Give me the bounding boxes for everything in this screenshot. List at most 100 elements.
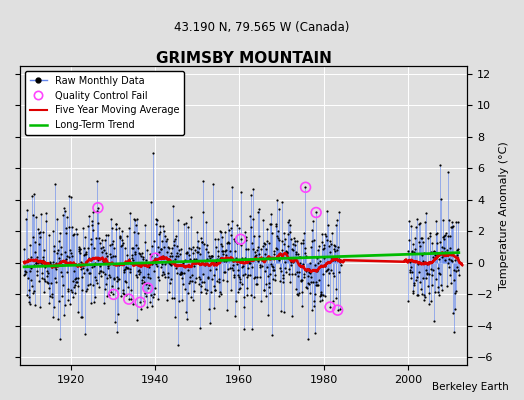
- Point: [303, 285, 311, 292]
- Point: [213, 278, 221, 284]
- Point: [222, 247, 231, 253]
- Point: [110, 244, 118, 251]
- Point: [265, 271, 274, 277]
- Point: [224, 266, 232, 272]
- Point: [185, 278, 194, 284]
- Point: [127, 260, 136, 266]
- Point: [139, 274, 147, 280]
- Point: [58, 273, 66, 280]
- Point: [66, 247, 74, 254]
- Point: [41, 261, 50, 268]
- Point: [294, 250, 302, 257]
- Point: [157, 260, 166, 267]
- Point: [191, 247, 199, 254]
- Point: [74, 282, 82, 289]
- Point: [274, 235, 282, 242]
- Point: [159, 244, 168, 250]
- Point: [30, 288, 38, 294]
- Point: [278, 275, 287, 282]
- Point: [284, 243, 292, 249]
- Point: [92, 178, 101, 184]
- Point: [187, 294, 195, 300]
- Point: [224, 239, 233, 245]
- Point: [143, 303, 151, 310]
- Point: [297, 240, 305, 246]
- Point: [85, 213, 93, 219]
- Point: [447, 258, 456, 264]
- Point: [83, 267, 92, 274]
- Point: [418, 275, 427, 282]
- Point: [244, 246, 252, 252]
- Point: [320, 245, 328, 251]
- Point: [259, 287, 268, 293]
- Point: [447, 224, 455, 230]
- Point: [235, 286, 244, 292]
- Point: [228, 264, 236, 271]
- Point: [303, 280, 312, 286]
- Point: [449, 310, 457, 316]
- Point: [96, 268, 104, 274]
- Point: [88, 222, 96, 228]
- Point: [440, 244, 448, 251]
- Point: [188, 272, 196, 278]
- Point: [163, 244, 172, 250]
- Point: [430, 249, 439, 256]
- Point: [73, 275, 82, 281]
- Text: 43.190 N, 79.565 W (Canada): 43.190 N, 79.565 W (Canada): [174, 22, 350, 34]
- Point: [93, 280, 102, 286]
- Point: [283, 248, 291, 255]
- Point: [269, 276, 278, 282]
- Point: [281, 265, 290, 271]
- Point: [123, 252, 132, 258]
- Point: [325, 243, 333, 249]
- Point: [143, 246, 151, 253]
- Point: [299, 237, 307, 243]
- Point: [318, 239, 326, 245]
- Point: [406, 259, 414, 266]
- Point: [204, 261, 213, 268]
- Point: [450, 267, 458, 273]
- Point: [116, 232, 125, 239]
- Point: [172, 250, 181, 257]
- Point: [433, 284, 442, 290]
- Point: [225, 227, 234, 233]
- Point: [194, 281, 203, 287]
- Point: [249, 246, 258, 252]
- Point: [189, 256, 198, 262]
- Point: [91, 260, 100, 266]
- Point: [49, 248, 58, 254]
- Point: [51, 264, 60, 270]
- Point: [109, 238, 117, 245]
- Point: [325, 238, 334, 244]
- Point: [333, 307, 342, 313]
- Point: [27, 254, 36, 260]
- Point: [77, 266, 85, 272]
- Point: [285, 266, 293, 272]
- Point: [215, 228, 224, 234]
- Point: [444, 216, 453, 223]
- Point: [301, 184, 310, 190]
- Point: [439, 217, 447, 223]
- Point: [133, 216, 141, 222]
- Point: [81, 288, 90, 295]
- Point: [315, 277, 323, 283]
- Point: [87, 300, 95, 306]
- Point: [209, 258, 217, 265]
- Point: [434, 256, 443, 262]
- Point: [71, 290, 79, 296]
- Point: [243, 285, 251, 291]
- Point: [206, 289, 215, 295]
- Point: [206, 320, 215, 326]
- Point: [168, 253, 176, 260]
- Point: [160, 228, 168, 235]
- Point: [447, 257, 455, 263]
- Point: [212, 266, 221, 272]
- Point: [221, 248, 230, 254]
- Point: [290, 257, 298, 264]
- Point: [291, 251, 300, 257]
- Point: [105, 274, 114, 280]
- Point: [247, 223, 255, 230]
- Point: [163, 274, 172, 280]
- Point: [282, 250, 291, 256]
- Point: [311, 330, 319, 336]
